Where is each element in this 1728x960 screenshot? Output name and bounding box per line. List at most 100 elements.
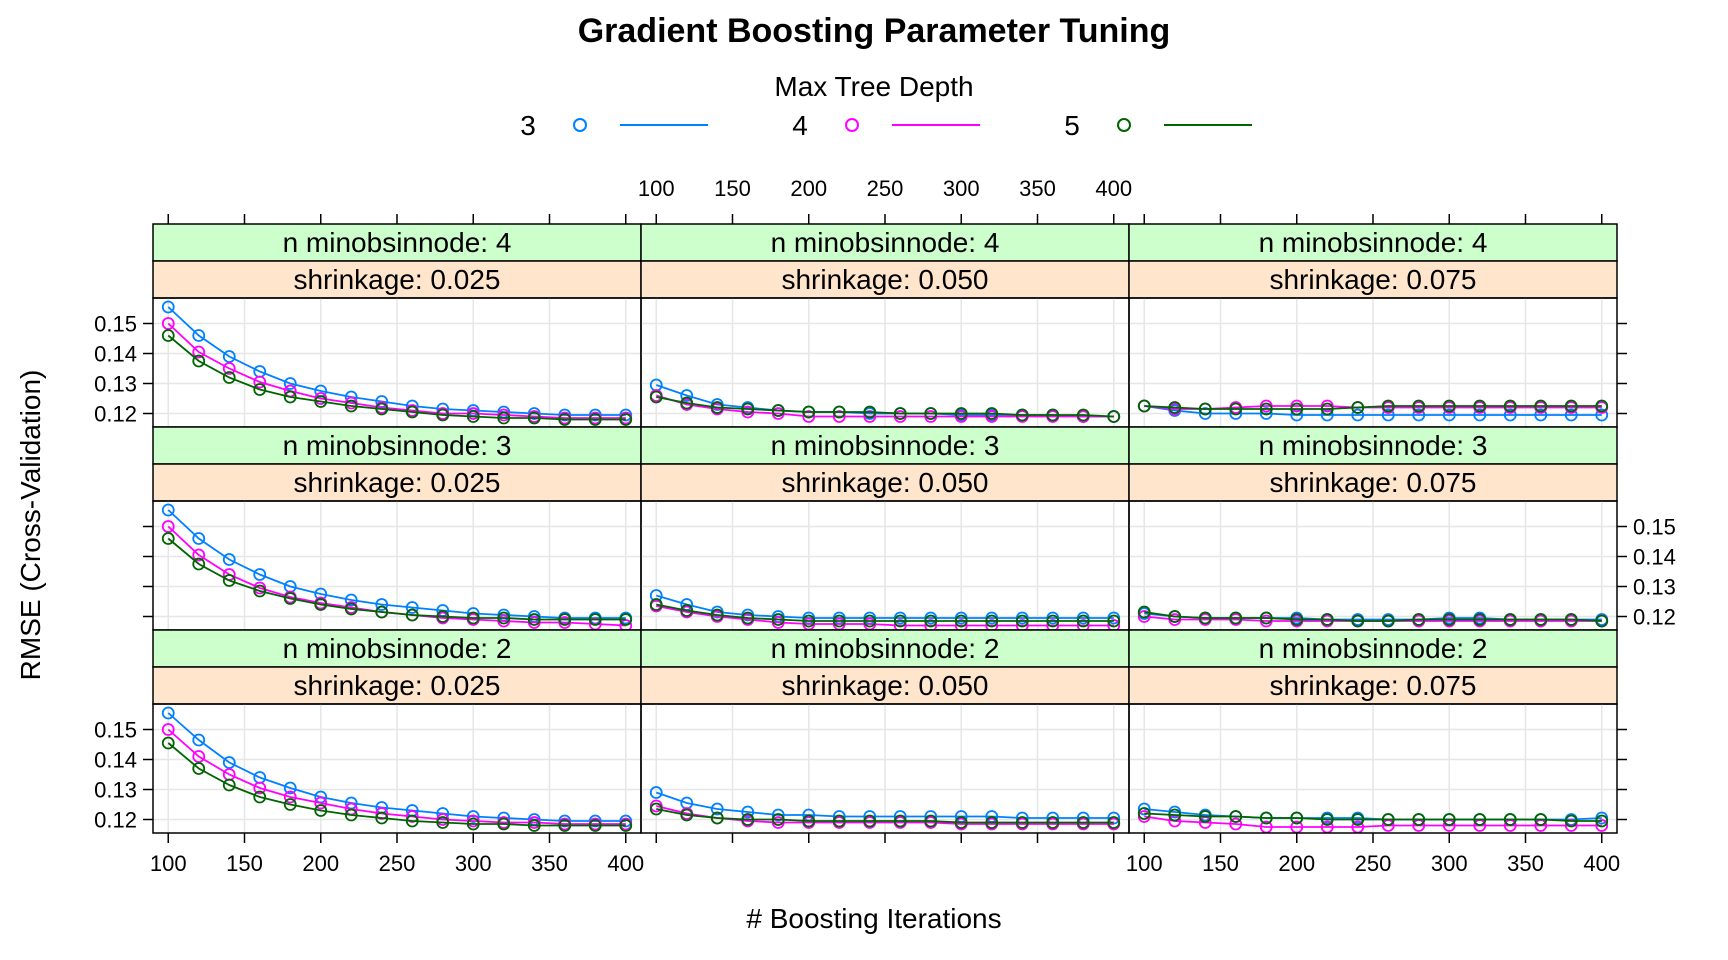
data-point-depth-5	[192, 762, 206, 775]
strip-shrinkage-label: shrinkage: 0.050	[781, 670, 988, 701]
x-tick-label: 300	[455, 851, 492, 876]
data-point-depth-5	[832, 405, 846, 419]
data-point-depth-5	[588, 819, 602, 832]
data-point-depth-4	[1595, 819, 1609, 832]
data-point-depth-5	[954, 407, 968, 420]
data-point-depth-4	[161, 520, 175, 533]
x-tick-label: 100	[150, 851, 187, 876]
panel-9: n minobsinnode: 2 shrinkage: 0.075	[1128, 629, 1618, 834]
data-point-depth-5	[680, 808, 694, 822]
x-tick-label-top: 350	[1019, 176, 1056, 201]
y-tick-label: 0.12	[94, 402, 137, 427]
data-point-depth-4	[1564, 819, 1578, 832]
strip-shrinkage-label: shrinkage: 0.075	[1269, 670, 1476, 701]
data-point-depth-4	[375, 807, 389, 820]
data-point-depth-5	[1412, 613, 1426, 626]
data-point-depth-5	[1595, 814, 1609, 828]
data-point-depth-5	[1015, 408, 1029, 422]
data-point-depth-5	[1137, 807, 1151, 820]
data-point-depth-5	[1381, 614, 1395, 628]
series-line-depth-5	[656, 808, 1114, 824]
data-point-depth-5	[527, 819, 541, 832]
strip-shrinkage-label: shrinkage: 0.025	[293, 670, 500, 701]
x-tick-label: 200	[302, 851, 339, 876]
y-tick-label: 0.15	[94, 718, 137, 743]
data-point-depth-5	[1442, 813, 1456, 826]
legend-title: Max Tree Depth	[774, 71, 973, 102]
data-point-depth-3	[283, 377, 297, 390]
data-point-depth-5	[1229, 611, 1243, 625]
data-point-depth-5	[497, 411, 511, 425]
panel-8: n minobsinnode: 2 shrinkage: 0.050	[640, 629, 1130, 834]
y-tick-label-right: 0.14	[1633, 545, 1676, 570]
data-point-depth-5	[863, 405, 877, 419]
data-point-depth-4	[802, 410, 816, 423]
data-point-depth-4	[1229, 817, 1243, 831]
data-point-depth-5	[832, 614, 846, 628]
data-point-depth-5	[1564, 399, 1578, 413]
data-point-depth-3	[1412, 408, 1426, 422]
data-point-depth-5	[161, 736, 175, 750]
x-tick-label: 350	[531, 851, 568, 876]
data-point-depth-4	[405, 810, 419, 823]
data-point-depth-5	[1473, 613, 1487, 626]
panel-4: n minobsinnode: 3 shrinkage: 0.025	[152, 426, 642, 632]
data-point-depth-3	[741, 805, 755, 819]
data-point-depth-5	[436, 816, 450, 829]
data-point-depth-5	[832, 814, 846, 828]
data-point-depth-5	[710, 811, 724, 825]
x-tick-label-top: 200	[790, 176, 827, 201]
y-tick-label: 0.13	[94, 778, 137, 803]
data-point-depth-5	[1198, 611, 1212, 625]
data-point-depth-4	[222, 362, 236, 375]
data-point-depth-5	[1198, 402, 1212, 416]
data-point-depth-5	[771, 613, 785, 626]
x-tick-label: 400	[1583, 851, 1620, 876]
data-point-depth-5	[161, 329, 175, 342]
strip-minobsinnode	[152, 629, 642, 668]
data-point-depth-5	[558, 613, 572, 626]
series-line-depth-4	[167, 728, 626, 825]
data-point-depth-5	[1564, 814, 1578, 828]
data-point-depth-5	[1381, 813, 1395, 826]
data-point-depth-5	[314, 804, 328, 817]
series-line-depth-4	[1144, 815, 1602, 828]
data-point-depth-5	[863, 614, 877, 628]
data-point-depth-3	[1564, 408, 1578, 422]
data-point-depth-5	[741, 402, 755, 416]
data-point-depth-5	[741, 813, 755, 826]
data-point-depth-4	[314, 796, 328, 810]
data-point-depth-5	[283, 798, 297, 811]
x-tick-label: 150	[226, 851, 263, 876]
data-point-depth-5	[344, 399, 358, 413]
data-point-depth-5	[283, 592, 297, 605]
data-point-depth-5	[1534, 399, 1548, 413]
strip-minobsinnode	[1128, 223, 1618, 262]
axes: 100 150 200 250 300 350 400 100 150 200 250 300 350 4…	[94, 176, 1676, 876]
x-tick-label-top: 400	[1095, 176, 1132, 201]
legend-label-3: 3	[520, 110, 536, 141]
data-point-depth-5	[1137, 605, 1151, 619]
data-point-depth-5	[619, 413, 633, 426]
data-point-depth-5	[1229, 402, 1243, 416]
data-point-depth-5	[649, 598, 663, 611]
series-line-depth-5	[656, 396, 1114, 418]
series-line-depth-5	[1144, 812, 1602, 822]
data-point-depth-5	[1046, 408, 1060, 422]
data-point-depth-5	[405, 814, 419, 828]
x-axis-label: # Boosting Iterations	[746, 903, 1001, 934]
data-point-depth-5	[1412, 399, 1426, 413]
data-point-depth-5	[1076, 614, 1090, 628]
data-point-depth-5	[558, 413, 572, 426]
series-line-depth-3	[656, 594, 1114, 619]
data-point-depth-5	[802, 814, 816, 828]
data-point-depth-5	[1168, 401, 1182, 414]
data-point-depth-5	[161, 532, 175, 545]
data-point-depth-5	[527, 613, 541, 626]
series-line-depth-5	[1144, 611, 1602, 622]
data-point-depth-5	[1107, 816, 1121, 829]
data-point-depth-5	[863, 814, 877, 828]
strip-minobsinnode-label: n minobsinnode: 3	[1259, 430, 1488, 461]
data-point-depth-5	[954, 614, 968, 628]
